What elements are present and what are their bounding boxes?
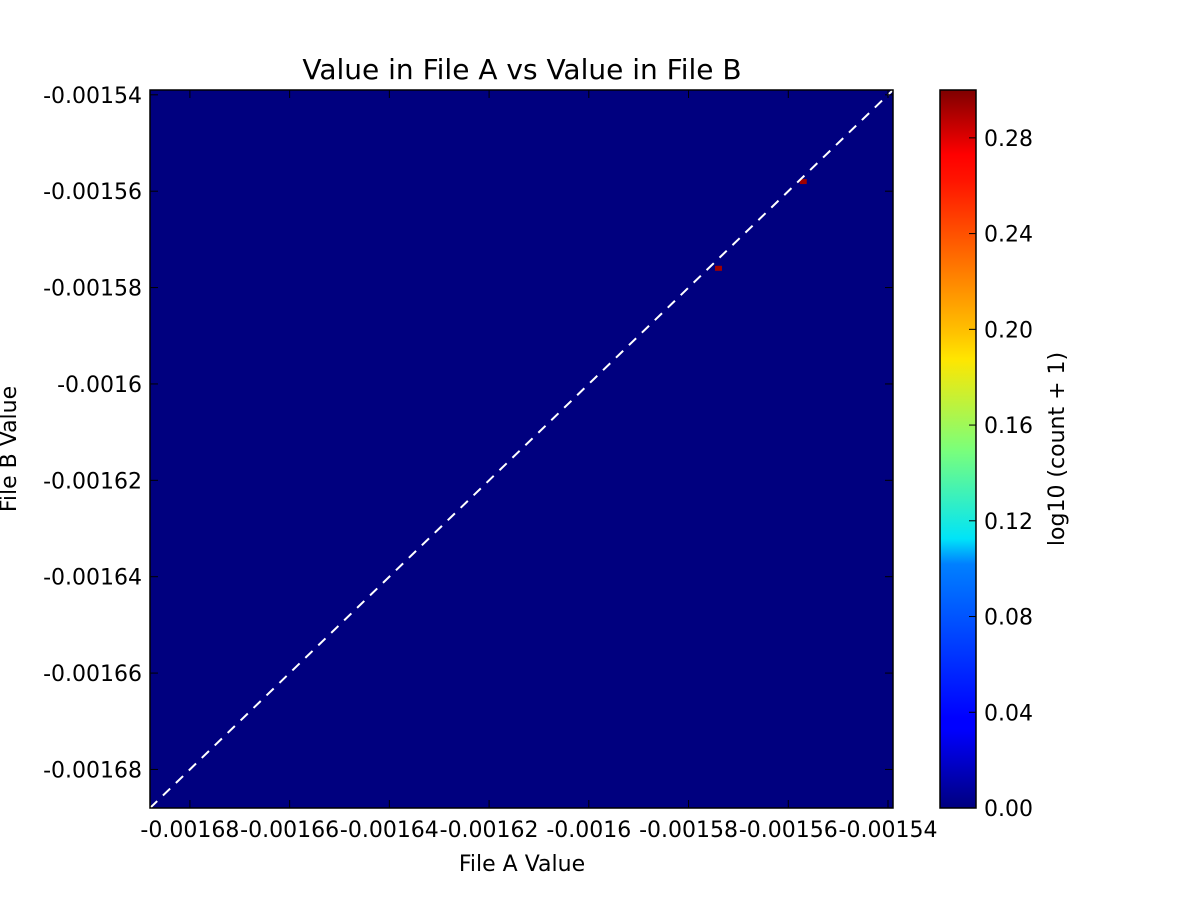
colorbar-ticks: 0.00 0.04 0.08 0.12 0.16 0.20 0.24 0.28 — [969, 127, 1033, 822]
heatmap-cell-2 — [714, 265, 722, 271]
chart-title: Value in File A vs Value in File B — [302, 53, 741, 86]
x-tick-label-1: -0.00168 — [140, 818, 239, 843]
heatmap-cell-1 — [799, 179, 807, 185]
colorbar-tick-label-1: 0.00 — [984, 797, 1033, 822]
y-tick-label-5: -0.00162 — [43, 469, 142, 494]
plot-frame — [149, 89, 894, 809]
colorbar-tick-label-6: 0.20 — [984, 318, 1033, 343]
y-axis-ticks: -0.00154 -0.00156 -0.00158 -0.0016 -0.00162 -… — [43, 84, 893, 783]
y-tick-label-3: -0.00158 — [43, 277, 142, 302]
colorbar-tick-label-8: 0.28 — [984, 127, 1033, 152]
colorbar-tick-label-3: 0.08 — [984, 606, 1033, 631]
y-tick-label-1: -0.00154 — [43, 84, 142, 109]
x-tick-label-6: -0.00158 — [639, 818, 738, 843]
x-tick-label-5: -0.0016 — [546, 818, 631, 843]
plot-area — [150, 90, 893, 808]
x-tick-label-4: -0.00162 — [440, 818, 539, 843]
colorbar-tick-label-4: 0.12 — [984, 510, 1033, 535]
y-tick-label-2: -0.00156 — [43, 180, 142, 205]
x-tick-label-3: -0.00164 — [340, 818, 439, 843]
x-tick-label-2: -0.00166 — [240, 818, 339, 843]
x-tick-label-7: -0.00156 — [739, 818, 838, 843]
heatmap-cells — [714, 179, 807, 271]
x-tick-label-8: -0.00154 — [839, 818, 938, 843]
y-axis-label: File B Value — [0, 386, 22, 512]
y-tick-label-7: -0.00166 — [43, 662, 142, 687]
colorbar-tick-label-5: 0.16 — [984, 414, 1033, 439]
y-tick-label-6: -0.00164 — [43, 566, 142, 591]
colorbar-gradient — [939, 89, 977, 809]
y-tick-label-4: -0.0016 — [57, 373, 142, 398]
colorbar-tick-label-2: 0.04 — [984, 701, 1033, 726]
x-axis-ticks: -0.00168 -0.00166 -0.00164 -0.00162 -0.0016-… — [140, 90, 937, 843]
colorbar-label: log10 (count + 1) — [1045, 352, 1070, 546]
colorbar-tick-label-7: 0.24 — [984, 223, 1033, 248]
y-tick-label-8: -0.00168 — [43, 758, 142, 783]
x-axis-label: File A Value — [459, 852, 585, 877]
